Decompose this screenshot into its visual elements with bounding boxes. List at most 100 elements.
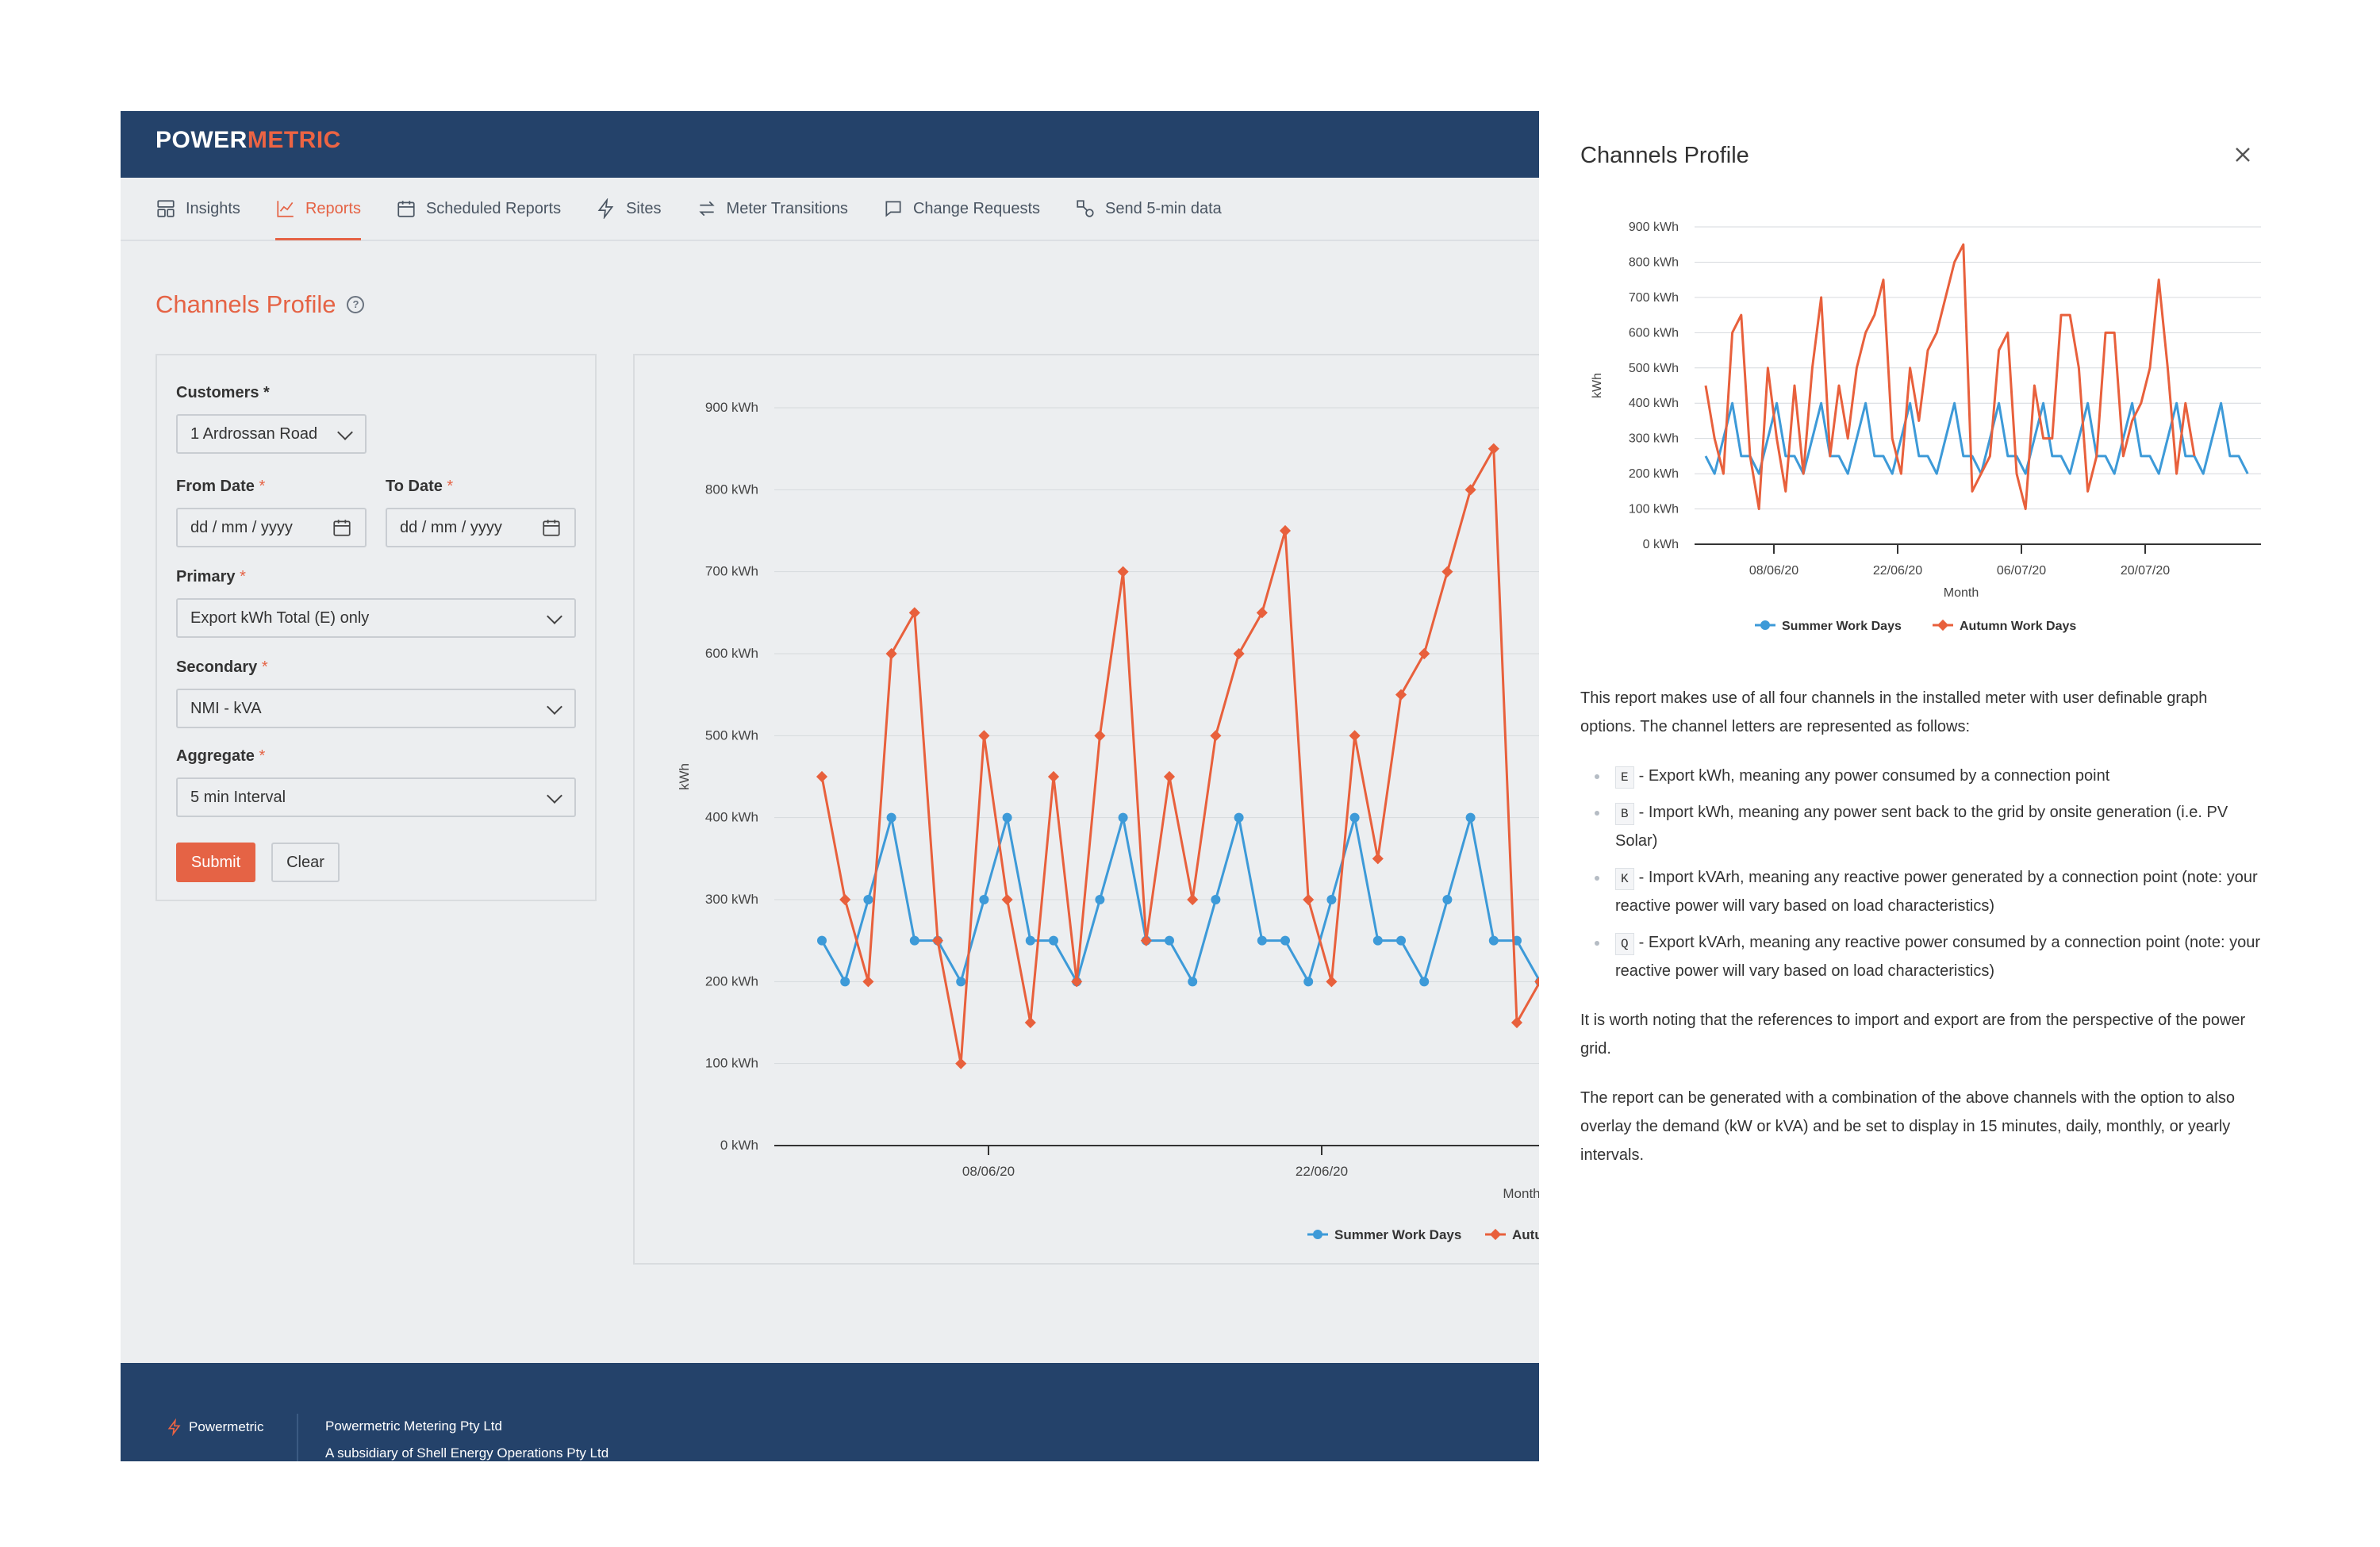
- channel-item-b: B- Import kWh, meaning any power sent ba…: [1615, 798, 2263, 855]
- y-tick-label: 300 kWh: [1629, 432, 1679, 446]
- x-tick-label: 06/07/20: [1997, 564, 2046, 578]
- legend-marker: [1937, 620, 1948, 631]
- line-chart-icon: [275, 198, 296, 219]
- data-point: [1418, 648, 1430, 659]
- footer-subsidiary: A subsidiary of Shell Energy Operations …: [325, 1445, 608, 1461]
- aggregate-label: Aggregate *: [176, 747, 265, 766]
- data-point: [1280, 936, 1290, 946]
- chevron-down-icon: [547, 788, 562, 804]
- nav-item-send-5-min-data[interactable]: Send 5-min data: [1075, 177, 1222, 240]
- y-tick-label: 900 kWh: [705, 400, 758, 415]
- customers-value: 1 Ardrossan Road: [190, 425, 317, 443]
- powermetric-logo[interactable]: POWERMETRIC: [155, 127, 341, 154]
- x-tick-label: 08/06/20: [1749, 564, 1798, 578]
- app-window: POWERMETRIC Insights Reports Scheduled R…: [121, 111, 1539, 1461]
- legend-marker: [1760, 620, 1770, 630]
- customers-label: Customers *: [176, 384, 270, 402]
- main-chart: 0 kWh 100 kWh 200 kWh 300 kWh 400 kWh 500 kWh…: [635, 355, 1539, 1266]
- legend-label: Summer Work Days: [1334, 1227, 1461, 1242]
- y-tick-label: 0 kWh: [1643, 538, 1679, 551]
- data-point: [1095, 895, 1104, 904]
- data-point: [1488, 443, 1499, 455]
- legend-label: Autumn Work Days: [1512, 1227, 1539, 1242]
- data-point: [1396, 936, 1406, 946]
- calendar-icon[interactable]: [332, 517, 352, 538]
- data-point: [1257, 607, 1268, 618]
- y-tick-label: 700 kWh: [705, 564, 758, 579]
- data-point: [1188, 977, 1197, 986]
- channel-item-e: E- Export kWh, meaning any power consume…: [1615, 762, 2263, 790]
- lightning-icon: [167, 1418, 182, 1436]
- info-description: This report makes use of all four channe…: [1580, 684, 2263, 1190]
- transfer-icon: [697, 198, 717, 219]
- y-tick-label: 400 kWh: [705, 810, 758, 825]
- y-tick-label: 100 kWh: [705, 1056, 758, 1071]
- secondary-select[interactable]: NMI - kVA: [176, 689, 576, 728]
- side-chart: 0 kWh100 kWh200 kWh300 kWh400 kWh500 kWh…: [1579, 206, 2277, 651]
- data-point: [1234, 648, 1245, 659]
- data-point: [909, 607, 920, 618]
- help-icon[interactable]: ?: [347, 296, 364, 313]
- y-tick-label: 500 kWh: [705, 727, 758, 743]
- channel-code: E: [1615, 766, 1634, 789]
- calendar-icon[interactable]: [541, 517, 562, 538]
- channel-code: K: [1615, 868, 1634, 890]
- data-point: [1442, 895, 1452, 904]
- secondary-label: Secondary *: [176, 658, 268, 677]
- to-date-input[interactable]: dd / mm / yyyy: [386, 508, 576, 547]
- nav-item-reports[interactable]: Reports: [275, 177, 361, 240]
- primary-value: Export kWh Total (E) only: [190, 609, 369, 628]
- y-tick-label: 400 kWh: [1629, 397, 1679, 410]
- data-point: [1349, 730, 1361, 741]
- data-point: [1419, 977, 1429, 986]
- from-date-placeholder: dd / mm / yyyy: [190, 519, 293, 537]
- main-nav: Insights Reports Scheduled Reports Sites…: [121, 178, 1539, 241]
- data-point: [1350, 813, 1360, 823]
- info-intro: This report makes use of all four channe…: [1580, 684, 2263, 741]
- data-point: [1372, 853, 1384, 864]
- customers-select[interactable]: 1 Ardrossan Road: [176, 414, 367, 454]
- y-tick-label: 800 kWh: [705, 482, 758, 497]
- nav-item-scheduled-reports[interactable]: Scheduled Reports: [396, 177, 561, 240]
- y-axis-label: kWh: [1591, 373, 1604, 398]
- data-point: [1141, 935, 1152, 946]
- main-chart-panel: 0 kWh 100 kWh 200 kWh 300 kWh 400 kWh 500 kWh…: [633, 354, 1539, 1265]
- data-point: [839, 894, 850, 905]
- to-date-placeholder: dd / mm / yyyy: [400, 519, 502, 537]
- nav-item-change-requests[interactable]: Change Requests: [883, 177, 1040, 240]
- data-point: [1049, 936, 1058, 946]
- secondary-value: NMI - kVA: [190, 700, 262, 718]
- data-point: [1210, 730, 1221, 741]
- data-point: [1026, 936, 1035, 946]
- channel-list: E- Export kWh, meaning any power consume…: [1580, 762, 2263, 985]
- from-date-label: From Date *: [176, 478, 265, 496]
- nav-item-sites[interactable]: Sites: [596, 177, 661, 240]
- y-axis-label: kWh: [677, 763, 692, 790]
- info-note: It is worth noting that the references t…: [1580, 1006, 2263, 1063]
- data-point: [1441, 566, 1453, 578]
- nav-item-meter-transitions[interactable]: Meter Transitions: [697, 177, 848, 240]
- data-point: [1234, 813, 1244, 823]
- data-point: [1164, 771, 1175, 782]
- nav-item-insights[interactable]: Insights: [155, 177, 240, 240]
- data-point: [1118, 566, 1129, 578]
- y-tick-label: 0 kWh: [720, 1138, 758, 1153]
- from-date-input[interactable]: dd / mm / yyyy: [176, 508, 367, 547]
- data-point: [1187, 894, 1198, 905]
- x-axis-label: Month: [1944, 586, 1979, 600]
- footer-brand[interactable]: Powermetric: [167, 1418, 263, 1436]
- clear-button[interactable]: Clear: [271, 843, 340, 882]
- footer-brand-text: Powermetric: [189, 1419, 263, 1435]
- aggregate-select[interactable]: 5 min Interval: [176, 777, 576, 817]
- channel-item-q: Q- Export kVArh, meaning any reactive po…: [1615, 928, 2263, 985]
- nav-label: Change Requests: [913, 200, 1040, 218]
- page-title: Channels Profile ?: [155, 290, 364, 319]
- top-bar: POWERMETRIC: [121, 111, 1539, 178]
- data-point: [955, 1058, 966, 1069]
- close-icon[interactable]: [2234, 146, 2251, 163]
- submit-button[interactable]: Submit: [176, 843, 255, 882]
- primary-select[interactable]: Export kWh Total (E) only: [176, 598, 576, 638]
- calendar-icon: [396, 198, 416, 219]
- data-point: [956, 977, 965, 986]
- channel-code: Q: [1615, 933, 1634, 955]
